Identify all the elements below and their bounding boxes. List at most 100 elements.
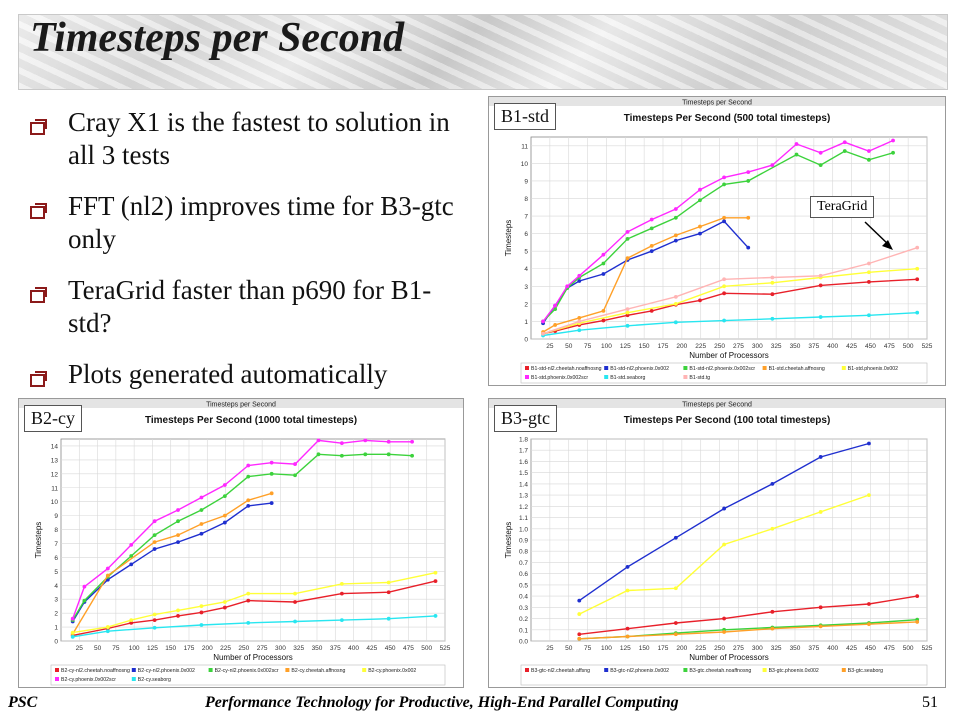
data-point [82, 584, 87, 589]
x-tick-label: 25 [546, 343, 554, 350]
y-tick-label: 0.5 [519, 582, 528, 589]
y-tick-label: 10 [521, 161, 529, 168]
data-point [673, 301, 678, 306]
x-tick-label: 225 [220, 645, 231, 652]
legend-swatch [208, 668, 213, 672]
window-title: Timesteps per Second [682, 402, 752, 409]
legend-label: B2-cy.seaborg [138, 677, 171, 683]
x-tick-label: 350 [790, 645, 801, 652]
data-point [129, 618, 134, 623]
x-tick-label: 450 [385, 645, 396, 652]
x-tick-label: 125 [147, 645, 158, 652]
legend-label: B3-gtc-nl2.cheetah.affsng [531, 668, 590, 674]
bullet-item: Plots generated automatically [30, 358, 470, 391]
chart-tag-b3-gtc: B3-gtc [494, 405, 557, 432]
data-point [565, 284, 570, 289]
data-point [246, 598, 251, 603]
bullet-text: FFT (nl2) improves time for B3-gtc only [68, 191, 454, 254]
data-point [818, 315, 823, 319]
y-tick-label: 7 [54, 541, 58, 548]
data-point [601, 318, 606, 323]
data-point [915, 266, 920, 271]
y-tick-label: 4 [54, 583, 58, 590]
x-axis-label: Number of Processors [689, 351, 769, 360]
x-tick-label: 525 [922, 343, 933, 350]
y-tick-label: 1.5 [519, 470, 528, 477]
data-point [673, 238, 678, 243]
data-point [152, 547, 157, 551]
data-point [541, 319, 545, 324]
data-point [842, 149, 847, 153]
legend-swatch [604, 668, 609, 672]
x-tick-label: 300 [752, 645, 763, 652]
data-point [176, 508, 180, 512]
y-tick-label: 9 [524, 178, 528, 185]
data-point [915, 594, 920, 599]
footer-title: Performance Technology for Productive, H… [205, 694, 679, 711]
x-tick-label: 325 [293, 645, 304, 652]
data-point [625, 229, 630, 234]
legend-label: B2-cy.cheetah.affnosng [291, 668, 345, 674]
legend-swatch [525, 375, 529, 379]
y-tick-label: 3 [54, 597, 58, 604]
legend-swatch [683, 668, 688, 672]
data-point [577, 273, 582, 278]
x-axis-label: Number of Processors [689, 653, 769, 662]
data-point [818, 283, 823, 288]
checkbox-bullet-icon [30, 287, 47, 303]
data-point [649, 249, 654, 254]
data-point [541, 331, 545, 336]
data-point [246, 474, 251, 479]
data-point [867, 441, 871, 446]
data-point [339, 591, 344, 596]
legend-swatch [841, 366, 846, 370]
y-tick-label: 1.8 [519, 437, 528, 444]
data-point [625, 310, 630, 315]
legend-swatch [131, 668, 136, 672]
data-point [818, 273, 823, 278]
checkbox-bullet-icon [30, 371, 47, 387]
y-tick-label: 0.6 [519, 571, 528, 578]
footer-org: PSC [8, 694, 38, 711]
x-tick-label: 475 [884, 645, 895, 652]
data-point [867, 261, 871, 266]
x-tick-label: 450 [865, 343, 876, 350]
chart-panel-b3-gtc: Timesteps per Second Timesteps Per Second… [488, 398, 946, 688]
legend-label: B1-std.phoenix.0x002 [848, 366, 898, 372]
data-point [746, 170, 751, 175]
data-point [770, 526, 775, 531]
x-tick-label: 150 [165, 645, 176, 652]
x-tick-label: 250 [714, 645, 725, 652]
legend-label: B1-std-nl2.phoenix.0x002scr [689, 366, 755, 372]
data-point [722, 506, 726, 511]
data-point [625, 307, 630, 312]
y-tick-label: 2 [524, 301, 528, 308]
series-line [72, 580, 436, 637]
data-point [601, 261, 606, 266]
y-tick-label: 1.1 [519, 515, 528, 522]
legend-swatch [525, 366, 529, 370]
data-point [625, 588, 630, 593]
data-point [818, 510, 823, 514]
data-point [176, 540, 180, 544]
data-point [410, 453, 414, 458]
x-tick-label: 175 [184, 645, 195, 652]
x-tick-label: 425 [366, 645, 377, 652]
x-tick-label: 25 [76, 645, 84, 652]
x-tick-label: 175 [658, 343, 669, 350]
data-point [722, 616, 726, 621]
y-tick-label: 1.7 [519, 448, 528, 455]
data-point [867, 157, 871, 162]
data-point [794, 142, 799, 146]
legend-label: B1-std.seaborg [610, 375, 645, 381]
data-point [199, 531, 204, 536]
data-point [269, 501, 274, 505]
x-tick-label: 150 [639, 645, 650, 652]
data-point [722, 219, 726, 224]
chart-svg: Timesteps per Second Timesteps Per Second… [489, 399, 945, 686]
data-point [176, 519, 180, 524]
x-tick-label: 300 [275, 645, 286, 652]
y-tick-label: 5 [524, 249, 528, 256]
data-point [386, 439, 391, 444]
chart-tag-b2-cy: B2-cy [24, 405, 82, 432]
